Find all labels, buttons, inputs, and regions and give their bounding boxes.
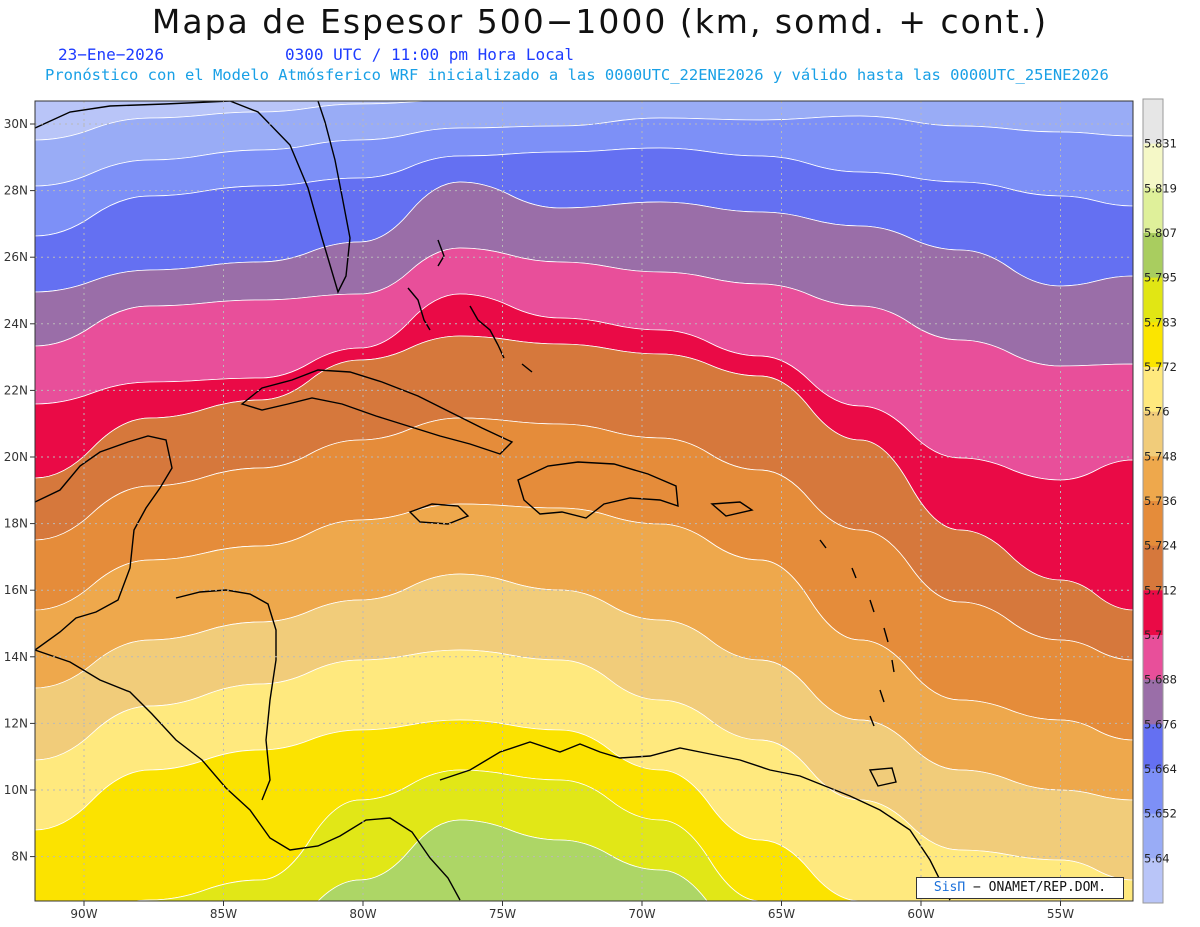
plot-frame	[34, 100, 1134, 902]
latitude-label: 16N	[4, 583, 28, 597]
legend-swatch	[1143, 411, 1163, 457]
legend-label: 5.676	[1144, 717, 1177, 731]
graticule	[35, 101, 1133, 901]
legend-label: 5.795	[1144, 271, 1177, 285]
longitude-label: 85W	[210, 907, 237, 921]
legend-label: 5.819	[1144, 181, 1177, 195]
legend-swatch	[1143, 143, 1163, 189]
latitude-label: 26N	[4, 250, 28, 264]
longitude-label: 70W	[628, 907, 655, 921]
legend-label: 5.7	[1144, 628, 1162, 642]
legend-frame	[1142, 98, 1164, 904]
legend-swatch	[1143, 813, 1163, 859]
legend-label: 5.688	[1144, 673, 1177, 687]
latitude-label: 24N	[4, 317, 28, 331]
forecast-date: 23−Ene−2026	[58, 45, 164, 64]
legend-label: 5.831	[1144, 137, 1177, 151]
legend-swatch	[1143, 590, 1163, 636]
map-title: Mapa de Espesor 500−1000 (km, somd. + co…	[151, 2, 1049, 41]
color-legend: 5.831 5.819 5.807 5.795 5.783 5.772 5.76 5.748 5…	[1142, 98, 1177, 904]
legend-label: 5.664	[1144, 762, 1177, 776]
coastlines	[35, 101, 951, 901]
forecast-time: 0300 UTC / 11:00 pm Hora Local	[285, 45, 574, 64]
legend-swatch	[1143, 322, 1163, 368]
legend-label: 5.807	[1144, 226, 1177, 240]
legend-swatch	[1143, 769, 1163, 815]
longitude-label: 65W	[768, 907, 795, 921]
longitude-label: 90W	[70, 907, 97, 921]
longitude-label: 80W	[349, 907, 376, 921]
legend-swatch	[1143, 679, 1163, 725]
legend-swatch	[1143, 367, 1163, 413]
legend-label: 5.76	[1144, 405, 1170, 419]
latitude-label: 20N	[4, 450, 28, 464]
latitude-label: 30N	[4, 117, 28, 131]
legend-label: 5.64	[1144, 851, 1170, 865]
model-info: Pronóstico con el Modelo Atmósferico WRF…	[45, 66, 1109, 84]
legend-label: 5.724	[1144, 539, 1177, 553]
thickness-band	[317, 819, 708, 901]
legend-swatch	[1143, 724, 1163, 770]
legend-label: 5.712	[1144, 583, 1177, 597]
thickness-bands	[35, 101, 1133, 901]
credit-box: SisΠ − ONAMET/REP.DOM.	[916, 877, 1124, 899]
legend-label: 5.736	[1144, 494, 1177, 508]
latitude-label: 18N	[4, 517, 28, 531]
legend-label: 5.748	[1144, 449, 1177, 463]
legend-swatch	[1143, 456, 1163, 502]
legend-swatch	[1143, 501, 1163, 547]
latitude-label: 10N	[4, 783, 28, 797]
legend-swatch	[1143, 233, 1163, 279]
legend-label: 5.783	[1144, 315, 1177, 329]
legend-swatch	[1143, 545, 1163, 591]
credit-brand: SisΠ	[933, 880, 966, 895]
latitude-label: 28N	[4, 184, 28, 198]
legend-swatch	[1143, 635, 1163, 681]
legend-swatch	[1143, 277, 1163, 323]
legend-swatch	[1143, 188, 1163, 234]
latitude-label: 8N	[11, 850, 28, 864]
legend-label: 5.652	[1144, 807, 1177, 821]
latitude-label: 14N	[4, 650, 28, 664]
axis-ticks: 30N 28N 26N 24N 22N 20N 18N 16N 14N 12N 10N 8N 90W 85…	[4, 117, 1074, 921]
credit-text: − ONAMET/REP.DOM.	[973, 880, 1107, 895]
longitude-label: 60W	[907, 907, 934, 921]
longitude-label: 55W	[1047, 907, 1074, 921]
legend-swatch	[1143, 99, 1163, 145]
longitude-label: 75W	[489, 907, 516, 921]
legend-swatch	[1143, 858, 1163, 904]
legend-label: 5.772	[1144, 360, 1177, 374]
latitude-label: 22N	[4, 383, 28, 397]
latitude-label: 12N	[4, 716, 28, 730]
